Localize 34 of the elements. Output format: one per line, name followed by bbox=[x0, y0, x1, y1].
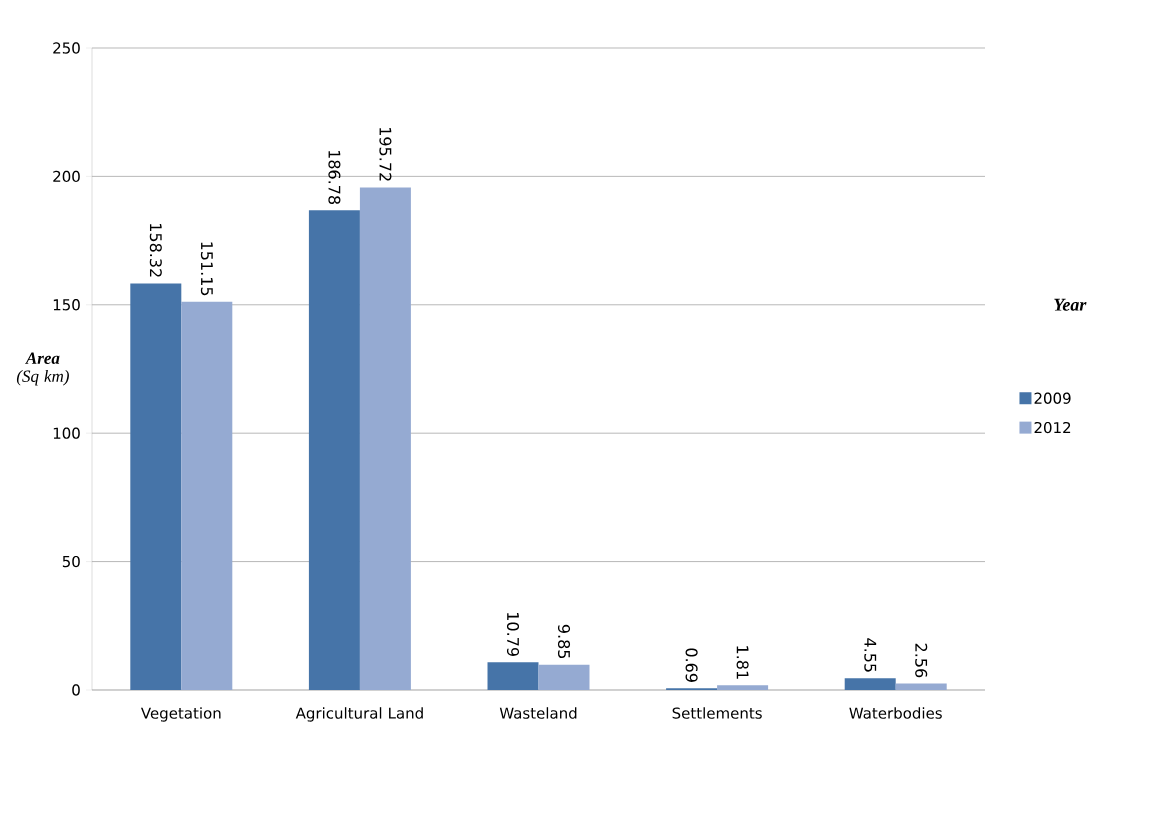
data-label: 186.78 bbox=[328, 150, 341, 205]
data-label: 0.69 bbox=[685, 648, 698, 682]
y-tick-label: 250 bbox=[53, 42, 80, 54]
bar bbox=[717, 685, 769, 690]
y-tick-label: 100 bbox=[53, 427, 80, 439]
y-tick-label: 200 bbox=[53, 170, 80, 183]
bar bbox=[844, 678, 896, 690]
y-tick-label: 150 bbox=[53, 299, 80, 311]
legend-label: 2012 bbox=[1034, 421, 1071, 434]
data-label: 4.55 bbox=[864, 638, 877, 672]
bar bbox=[308, 210, 360, 690]
x-tick-label: Waterbodies bbox=[849, 707, 942, 719]
bar bbox=[181, 301, 233, 690]
legend-label: 2009 bbox=[1034, 392, 1071, 404]
y-axis-title: Area (Sq km) bbox=[16, 352, 69, 386]
bar bbox=[538, 664, 590, 690]
y-tick-label: 50 bbox=[62, 555, 80, 568]
data-label: 195.72 bbox=[379, 127, 392, 181]
data-label: 158.32 bbox=[149, 223, 162, 277]
bar bbox=[130, 283, 182, 690]
data-label: 151.15 bbox=[200, 242, 213, 296]
data-label: 1.81 bbox=[736, 646, 749, 679]
data-label: 10.79 bbox=[506, 613, 520, 656]
y-tick-label: 0 bbox=[72, 684, 80, 696]
bar bbox=[359, 187, 411, 690]
data-label: 9.85 bbox=[557, 624, 571, 659]
x-tick-label: Wasteland bbox=[499, 707, 577, 719]
bar bbox=[487, 662, 539, 690]
data-label: 2.56 bbox=[915, 643, 928, 678]
x-tick-label: Vegetation bbox=[140, 707, 221, 722]
bar bbox=[895, 683, 947, 690]
legend-title: Year bbox=[1054, 298, 1087, 311]
x-tick-label: Agricultural Land bbox=[295, 707, 423, 722]
x-tick-label: Settlements bbox=[672, 707, 762, 719]
